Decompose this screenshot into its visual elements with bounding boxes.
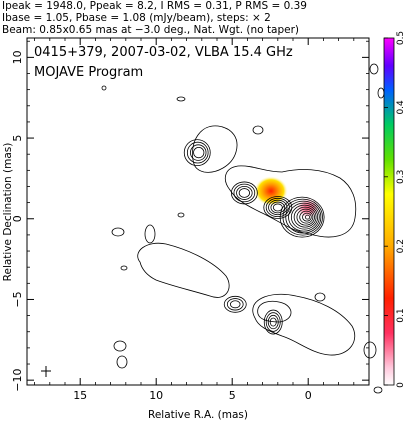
noise-contour — [101, 85, 107, 91]
knot-3-contour — [193, 146, 205, 159]
noise-contour — [377, 87, 385, 99]
knot-2-contour — [236, 185, 253, 200]
core-contour — [302, 212, 312, 222]
y-tick-label: −5 — [11, 291, 24, 307]
colorbar — [383, 37, 395, 386]
knot-2-contour — [230, 181, 258, 205]
knot-2-contour — [238, 188, 250, 198]
noise-contour — [177, 212, 185, 218]
noise-contour — [116, 355, 128, 369]
counterjet-2-contour — [265, 312, 281, 332]
noise-contour — [120, 265, 128, 271]
y-tick-label: 10 — [11, 50, 24, 64]
y-tick-label: 5 — [11, 135, 24, 142]
colorbar-tick-label: 0.5 — [396, 31, 406, 45]
noise-contour — [369, 63, 379, 75]
x-tick-label: 10 — [149, 389, 163, 402]
knot-1-contour — [272, 203, 283, 212]
noise-contour — [111, 227, 125, 237]
header-line-2: Ibase = 1.05, Pbase = 1.08 (mJy/beam), s… — [2, 12, 271, 24]
y-axis-label: Relative Declination (mas) — [2, 143, 14, 282]
noise-contour — [314, 292, 326, 302]
core-contour — [299, 210, 314, 224]
counterjet-1-contour — [230, 300, 241, 309]
colorbar-tick-label: 0 — [396, 382, 406, 388]
x-tick-label: 15 — [73, 389, 87, 402]
counterjet-inner-contour — [257, 300, 292, 323]
knot-2-contour — [233, 183, 256, 203]
knot-contours — [183, 139, 325, 335]
noise-contour — [144, 224, 156, 244]
axes: 15 10 5 0 10 5 0 −5 −10 — [11, 38, 370, 402]
knot-1-contour — [268, 199, 288, 216]
x-tick-label: 0 — [305, 389, 312, 402]
knot-1-contour — [265, 197, 290, 217]
counterjet-2-contour — [267, 314, 279, 330]
colorbar-ticks: 0 0.1 0.2 0.3 0.4 0.5 — [384, 31, 406, 388]
knot-3-contour — [190, 144, 207, 161]
colorbar-tick-label: 0.4 — [396, 100, 406, 115]
noise-contour — [113, 340, 127, 352]
knot-3-outer-contour — [192, 125, 238, 173]
counterjet-1-contour — [223, 295, 247, 313]
header-line-3: Beam: 0.85x0.65 mas at −3.0 deg., Nat. W… — [2, 24, 299, 36]
y-tick-label: −10 — [11, 369, 24, 392]
colorbar-tick-label: 0.1 — [396, 308, 406, 322]
program-label: MOJAVE Program — [34, 65, 143, 80]
core-contour — [304, 214, 311, 220]
colorbar-tick-label: 0.3 — [396, 170, 406, 184]
noise-contour — [373, 386, 383, 394]
core-contour — [282, 198, 323, 236]
source-label: 0415+379, 2007-03-02, VLBA 15.4 GHz — [34, 45, 293, 60]
x-axis-label: Relative R.A. (mas) — [148, 409, 248, 421]
knot-3-contour — [186, 141, 209, 164]
core-contour — [290, 204, 319, 230]
counterjet-1-contour — [226, 298, 244, 311]
counterjet-2-contour — [269, 317, 277, 327]
noise-contour — [363, 341, 377, 359]
header-line-1: Ipeak = 1948.0, Ppeak = 8.2, I RMS = 0.3… — [2, 0, 307, 12]
core-contour — [285, 200, 322, 234]
counterjet-2-contour — [263, 309, 283, 335]
noise-contour — [176, 96, 186, 102]
noise-contour — [252, 125, 264, 135]
x-tick-label: 5 — [229, 389, 236, 402]
knot-3-contour — [183, 139, 211, 166]
colorbar-tick-label: 0.2 — [396, 239, 406, 253]
knot-1-contour — [270, 201, 286, 214]
faint-region-contour — [137, 242, 230, 298]
knot-1-contour — [263, 196, 293, 219]
core-contour — [293, 206, 317, 228]
counterjet-outer-contour — [252, 293, 356, 356]
beam-marker — [41, 366, 51, 377]
core-contour — [296, 208, 315, 226]
y-tick-label: 0 — [11, 215, 24, 222]
polarization-patch-knot-1 — [295, 197, 321, 219]
core-contour — [288, 202, 320, 232]
core-contour — [279, 196, 325, 238]
